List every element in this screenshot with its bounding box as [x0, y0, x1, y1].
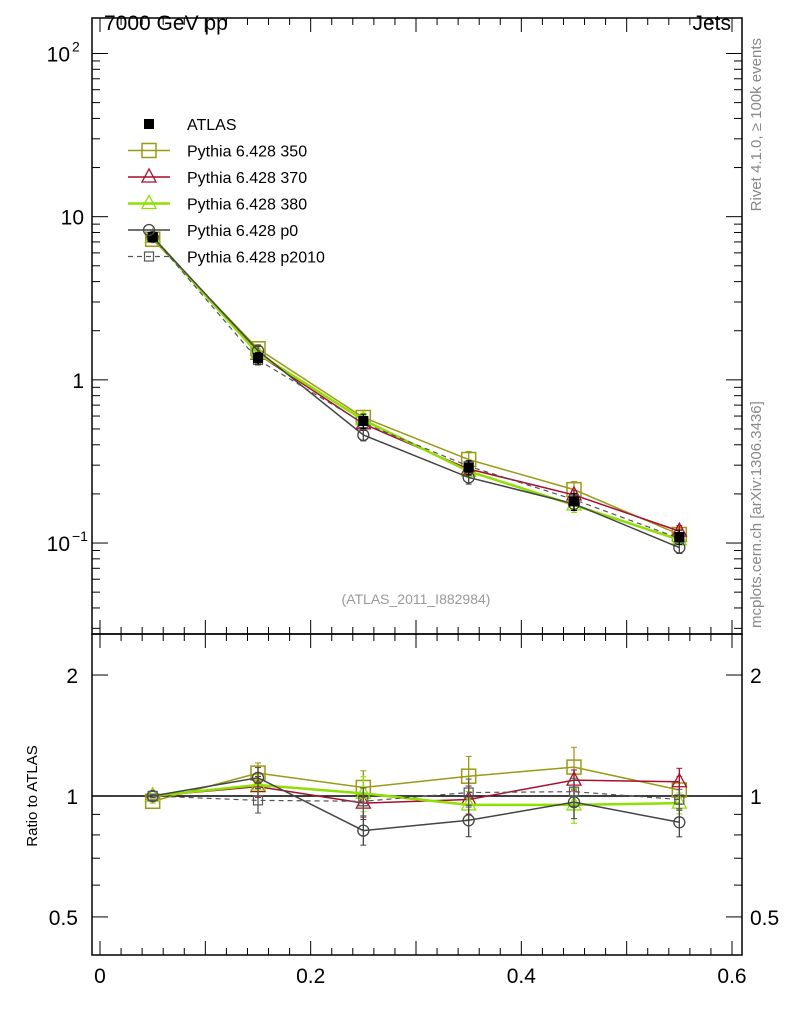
legend-marker — [140, 194, 158, 210]
atlas-data-point — [358, 415, 369, 426]
ratio-ylabel: Ratio to ATLAS — [24, 745, 41, 846]
ratio-tick-label: 1 — [66, 786, 78, 809]
main-series-line — [151, 236, 680, 541]
ratio-tick-label: 1 — [750, 786, 762, 809]
atlas-data-point — [463, 462, 474, 473]
legend-label: Pythia 6.428 p0 — [187, 223, 298, 240]
ratio-data-point — [568, 786, 580, 797]
ratio-data-point — [671, 772, 688, 788]
mcplots-label: mcplots.cern.ch [arXiv:1306.3436] — [748, 401, 765, 628]
ratio-data-point — [357, 824, 370, 837]
ratio-data-point — [673, 816, 686, 829]
atlas-data-point — [674, 531, 685, 542]
ratio-data-point — [674, 794, 685, 805]
ratio-data-point — [251, 771, 265, 784]
atlas-data-point — [253, 353, 264, 364]
ratio-data-point — [146, 789, 159, 803]
ratio-tick-label: 2 — [66, 665, 78, 688]
y-tick-label: 10 — [47, 43, 70, 66]
legend-label: ATLAS — [187, 117, 237, 134]
main-series-line — [152, 236, 680, 549]
x-tick-label: 0.6 — [717, 965, 746, 988]
legend-marker — [143, 251, 155, 262]
ratio-series-line — [152, 783, 680, 807]
header-left: 7000 GeV pp — [104, 12, 228, 35]
ratio-data-point — [358, 796, 369, 807]
main-series-line — [152, 238, 680, 536]
y-tick-label: 10 — [47, 533, 70, 556]
legend-marker — [141, 142, 157, 159]
x-tick-label: 0.2 — [296, 965, 325, 988]
ratio-data-point — [147, 790, 158, 802]
legend-marker — [142, 223, 156, 237]
ratio-data-point — [463, 787, 474, 798]
ratio-data-point — [462, 814, 475, 827]
ratio-tick-label: 0.5 — [49, 907, 78, 930]
ratio-series-line — [152, 791, 680, 802]
legend-label: Pythia 6.428 350 — [187, 144, 307, 161]
legend-label: Pythia 6.428 p2010 — [187, 250, 325, 267]
legend-label: Pythia 6.428 380 — [187, 197, 307, 214]
ratio-data-point — [252, 795, 264, 806]
y-tick-exponent: −1 — [72, 528, 88, 544]
legend-label: Pythia 6.428 370 — [187, 170, 307, 187]
main-series-line — [152, 236, 680, 532]
ratio-tick-label: 0.5 — [750, 907, 779, 930]
atlas-data-point — [568, 496, 579, 507]
y-tick-label: 10 — [61, 207, 84, 230]
y-tick-exponent: 2 — [72, 38, 80, 54]
main-data-point — [146, 230, 159, 244]
atlas-data-point — [147, 232, 158, 243]
legend: ATLAS Pythia 6.428 350 Pythia 6.428 370 Pyt… — [128, 117, 325, 267]
legend-marker — [144, 119, 154, 129]
header-right: Jets — [692, 12, 731, 35]
main-series-line — [152, 236, 680, 539]
x-tick-label: 0 — [94, 965, 106, 988]
ratio-series-line — [152, 779, 680, 804]
x-tick-label: 0.4 — [507, 965, 537, 988]
ratio-frame — [91, 633, 743, 956]
main-frame — [91, 17, 743, 635]
ratio-tick-label: 2 — [750, 665, 762, 688]
ratio-series-line — [152, 776, 680, 832]
rivet-label: Rivet 4.1.0, ≥ 100k events — [748, 38, 765, 211]
legend-marker — [140, 167, 158, 183]
ratio-series-line — [152, 766, 680, 803]
y-tick-label: 1 — [72, 370, 84, 393]
analysis-label: (ATLAS_2011_I882984) — [342, 591, 491, 607]
